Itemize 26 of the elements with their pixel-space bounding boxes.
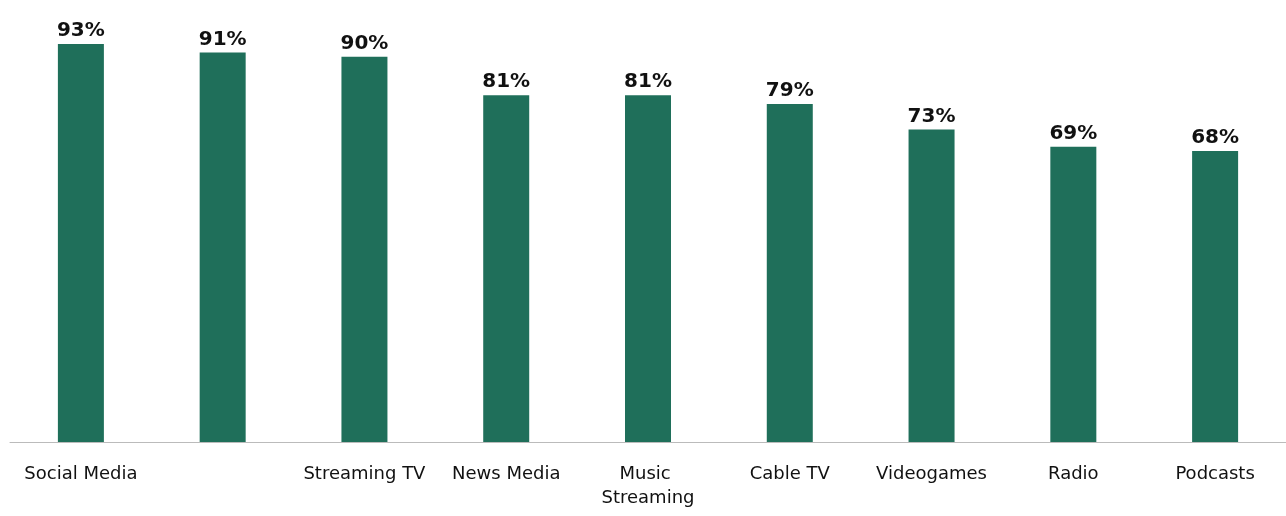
bar <box>625 95 671 442</box>
data-label: 69% <box>1049 119 1098 144</box>
bar <box>908 129 955 442</box>
data-label: 91% <box>198 25 247 50</box>
x-tick-label: Radio <box>1048 461 1099 483</box>
bar <box>1050 146 1097 442</box>
data-label: 81% <box>482 68 531 93</box>
x-tick-label: Videogames <box>876 461 987 483</box>
bar <box>57 44 104 442</box>
bar <box>1192 150 1239 442</box>
data-label: 81% <box>624 68 672 93</box>
x-tick-label: News Media <box>452 461 561 483</box>
data-label: 73% <box>907 102 956 127</box>
x-tick-label: Podcasts <box>1175 461 1255 483</box>
bar <box>766 103 813 442</box>
bar <box>483 95 530 442</box>
data-label: 79% <box>765 76 814 101</box>
data-label: 68% <box>1191 123 1240 148</box>
x-tick-label: Streaming TV <box>303 461 427 483</box>
x-tick-label: Cable TV <box>749 461 831 483</box>
bar <box>199 52 246 442</box>
bar <box>341 56 388 442</box>
data-label: 93% <box>56 17 105 41</box>
x-tick-label: Music Streaming <box>601 461 695 507</box>
x-tick-label: Social Media <box>24 461 138 483</box>
data-label: 90% <box>340 29 389 54</box>
